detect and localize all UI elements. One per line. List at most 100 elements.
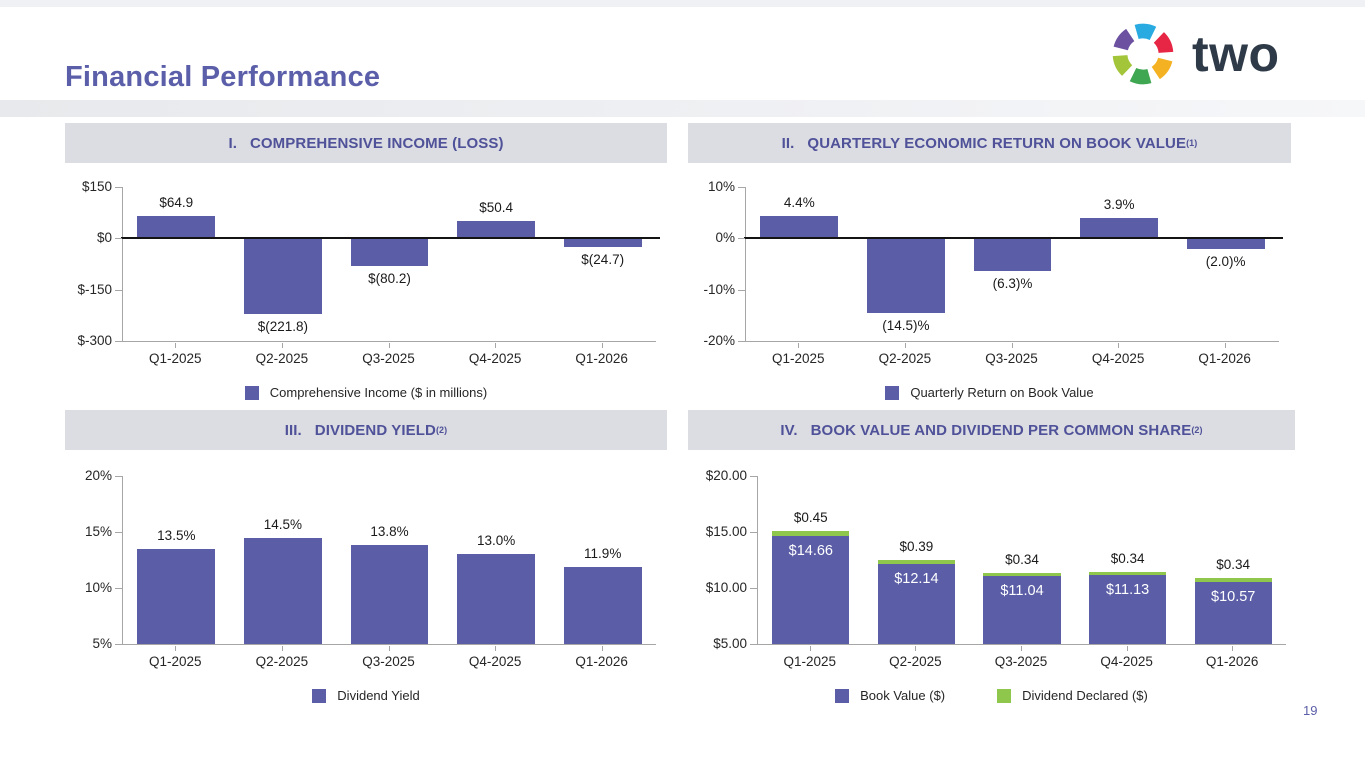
bar-value-label: (6.3)% xyxy=(992,275,1033,291)
chart-legend: Dividend Yield xyxy=(65,688,667,703)
bar xyxy=(1080,218,1158,239)
chart-area: $14.66 $0.45 $12.14 $0.39 $11.04 $0.34 $11.13 $… xyxy=(688,468,1295,708)
panel-comprehensive-income: I. COMPREHENSIVE INCOME (LOSS) $64.9 $(22… xyxy=(65,123,667,403)
y-axis-label: 20% xyxy=(84,468,112,483)
bar-value-label: $14.66 xyxy=(788,542,833,559)
y-axis-tick xyxy=(115,341,122,342)
bar-value-label: $(24.7) xyxy=(581,251,625,267)
x-axis-label: Q4-2025 xyxy=(468,654,522,669)
x-axis-label: Q1-2026 xyxy=(1205,654,1259,669)
bar xyxy=(760,215,839,239)
bar xyxy=(457,221,535,239)
chart-area: 13.5% 14.5% 13.8% 13.0% 11.9% Dividend Yield… xyxy=(65,468,667,708)
x-axis-label: Q2-2025 xyxy=(255,351,309,366)
y-axis-tick xyxy=(115,289,122,291)
x-axis-label: Q1-2025 xyxy=(149,351,202,366)
zero-axis-line xyxy=(121,237,660,240)
y-axis-label: $20.00 xyxy=(705,468,747,483)
chart-numeral: II. xyxy=(781,134,795,152)
chart-heading: BOOK VALUE AND DIVIDEND PER COMMON SHARE xyxy=(810,421,1192,439)
bar-value-label: $0.34 xyxy=(1005,551,1039,567)
bar xyxy=(243,238,322,315)
plot-area: $64.9 $(221.8) $(80.2) $50.4 $(24.7) xyxy=(121,187,660,342)
bar-value-label: $50.4 xyxy=(479,200,513,216)
y-axis-tick xyxy=(115,187,122,188)
bar xyxy=(866,238,945,313)
x-axis-label: Q1-2025 xyxy=(783,654,837,669)
legend-swatch xyxy=(885,385,900,400)
y-axis-label: -10% xyxy=(703,281,735,297)
chart-heading: QUARTERLY ECONOMIC RETURN ON BOOK VALUE xyxy=(807,134,1187,152)
legend-item: Dividend Yield xyxy=(312,688,420,703)
x-axis-tick xyxy=(175,646,177,651)
y-axis-tick xyxy=(115,238,122,240)
x-axis-label: Q3-2025 xyxy=(985,351,1038,366)
page-number: 19 xyxy=(1303,703,1318,718)
bar-value-label: (2.0)% xyxy=(1205,253,1246,269)
chart-legend: Comprehensive Income ($ in millions) xyxy=(65,385,667,400)
bar xyxy=(457,554,535,644)
x-axis-label: Q4-2025 xyxy=(468,351,522,366)
y-axis-tick xyxy=(750,532,757,533)
y-axis-tick xyxy=(738,187,745,188)
chart-title: I. COMPREHENSIVE INCOME (LOSS) xyxy=(65,123,667,163)
bar-value-label: $(80.2) xyxy=(368,270,411,286)
bar-value-label: $0.39 xyxy=(899,538,934,554)
bar-value-label: $0.34 xyxy=(1110,550,1145,566)
zero-axis-line xyxy=(744,237,1283,240)
logo-wordmark: two xyxy=(1192,26,1280,82)
legend-label: Quarterly Return on Book Value xyxy=(910,385,1094,400)
panel-dividend-yield: III. DIVIDEND YIELD (2) 13.5% 14.5% 13.8% 13… xyxy=(65,410,667,708)
y-axis-tick xyxy=(115,644,122,645)
chart-title: III. DIVIDEND YIELD (2) xyxy=(65,410,667,450)
x-axis-label: Q4-2025 xyxy=(1091,351,1145,366)
y-axis-label: 10% xyxy=(84,580,112,595)
x-axis-tick xyxy=(601,343,603,348)
legend-swatch xyxy=(997,688,1012,703)
x-axis-tick xyxy=(1011,343,1013,348)
header-divider-band xyxy=(0,100,1365,117)
legend-label: Book Value ($) xyxy=(860,688,946,703)
chart-legend: Quarterly Return on Book Value xyxy=(688,385,1291,400)
chart-numeral: I. xyxy=(228,134,237,152)
bar-value-label: $64.9 xyxy=(159,195,194,211)
bar-value-label: $11.04 xyxy=(1000,583,1044,600)
bar xyxy=(563,566,642,644)
y-axis-tick xyxy=(738,238,745,240)
x-axis-tick xyxy=(1118,343,1120,348)
legend-label: Dividend Declared ($) xyxy=(1022,688,1148,703)
bar-value-label: 13.0% xyxy=(476,533,516,549)
x-axis-tick xyxy=(388,343,390,348)
y-axis-label: $150 xyxy=(81,179,112,194)
x-axis-label: Q4-2025 xyxy=(1100,654,1153,669)
chart-numeral: IV. xyxy=(780,421,798,439)
plot-area: 13.5% 14.5% 13.8% 13.0% 11.9% xyxy=(122,476,656,645)
bar-value-label: 14.5% xyxy=(263,516,303,532)
y-axis-label: 15% xyxy=(84,524,112,539)
x-axis-label: Q3-2025 xyxy=(994,654,1048,669)
bar xyxy=(243,537,322,644)
bar-dividend-declared xyxy=(1089,571,1167,576)
bar xyxy=(1186,238,1265,249)
legend-swatch xyxy=(244,385,259,400)
chart-heading: COMPREHENSIVE INCOME (LOSS) xyxy=(249,134,504,152)
company-logo: two xyxy=(1106,18,1280,90)
x-axis-label: Q1-2026 xyxy=(575,351,628,366)
bar xyxy=(563,238,642,247)
x-axis-tick xyxy=(601,646,603,651)
x-axis-label: Q3-2025 xyxy=(362,351,415,366)
bar-book-value xyxy=(1089,575,1167,644)
bar xyxy=(137,216,216,239)
y-axis-tick xyxy=(115,588,122,589)
chart-title: IV. BOOK VALUE AND DIVIDEND PER COMMON S… xyxy=(688,410,1295,450)
chart-area: $64.9 $(221.8) $(80.2) $50.4 $(24.7) Compreh… xyxy=(65,179,667,403)
x-axis-label: Q1-2026 xyxy=(575,654,628,669)
x-axis-label: Q2-2025 xyxy=(255,654,309,669)
y-axis-label: $15.00 xyxy=(705,524,747,539)
x-axis-label: Q1-2025 xyxy=(149,654,202,669)
plot-area: 4.4% (14.5)% (6.3)% 3.9% (2.0)% xyxy=(744,187,1283,342)
x-axis-tick xyxy=(175,343,177,348)
x-axis-tick xyxy=(809,646,811,651)
y-axis-tick xyxy=(115,476,122,477)
